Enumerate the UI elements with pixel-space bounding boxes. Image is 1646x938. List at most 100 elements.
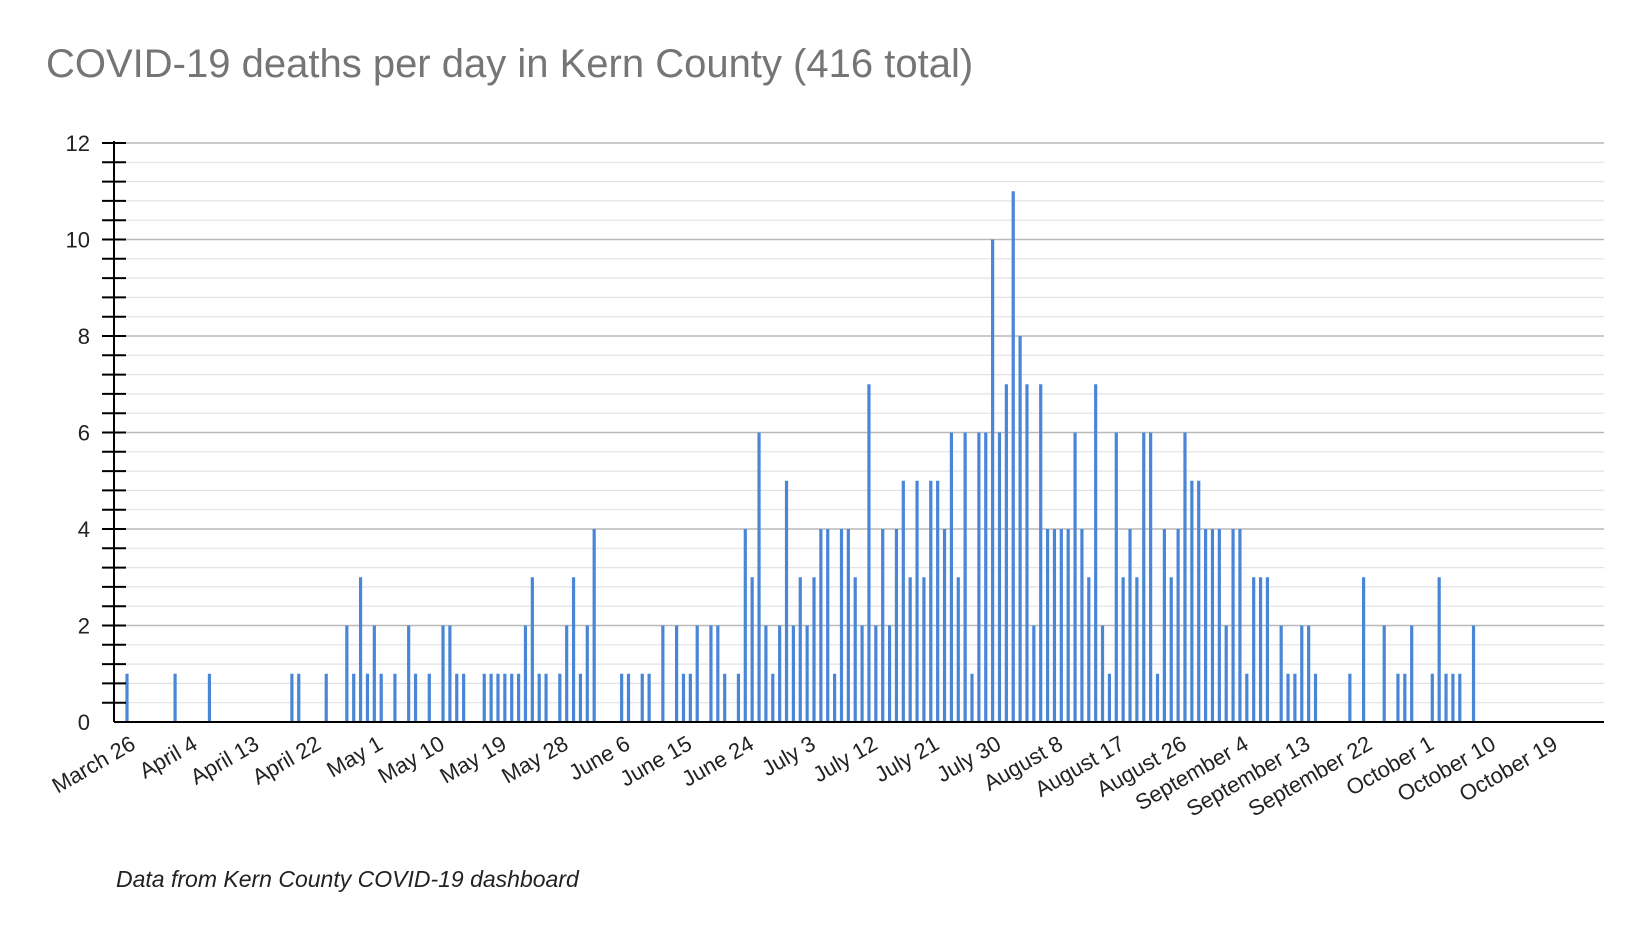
bar	[798, 577, 802, 722]
axes	[102, 141, 1604, 723]
bar	[1300, 625, 1304, 722]
y-tick-label: 0	[78, 710, 90, 735]
bar	[365, 673, 370, 722]
bar	[620, 673, 624, 722]
bar	[929, 480, 933, 722]
bar	[1203, 529, 1208, 722]
bar	[1107, 673, 1112, 722]
bar	[413, 673, 418, 722]
bar	[681, 673, 686, 722]
bar	[1410, 625, 1414, 722]
bar	[977, 432, 981, 722]
y-tick-label: 12	[66, 131, 90, 156]
bar	[661, 625, 665, 722]
bar	[592, 529, 596, 722]
bar	[901, 480, 905, 722]
bar	[860, 625, 864, 722]
bar	[874, 625, 878, 722]
bar	[565, 625, 569, 722]
bar	[1258, 577, 1263, 722]
y-tick-labels: 0 2 4 6 8 10 12	[66, 131, 90, 735]
bar	[743, 529, 747, 722]
bar	[1004, 384, 1008, 722]
bar	[984, 432, 988, 722]
bar	[407, 625, 411, 722]
bar	[936, 480, 940, 722]
bar	[537, 673, 541, 722]
bar	[571, 577, 576, 722]
bar	[1073, 432, 1077, 722]
bar	[1052, 529, 1057, 722]
bar	[523, 625, 528, 722]
bar	[1135, 577, 1139, 722]
bar	[482, 673, 486, 722]
bar	[1169, 577, 1173, 722]
bar	[1121, 577, 1125, 722]
y-tick-label: 2	[78, 614, 90, 639]
bar	[297, 673, 301, 722]
bar	[1444, 673, 1448, 722]
bar	[839, 529, 844, 722]
bar	[1458, 673, 1462, 722]
bar	[372, 625, 376, 722]
bar	[448, 625, 452, 722]
bar	[496, 673, 500, 722]
bar	[833, 673, 837, 722]
bar	[949, 432, 953, 722]
bar	[1279, 625, 1283, 722]
bar	[846, 529, 850, 722]
bar	[1018, 336, 1022, 722]
bar	[1245, 673, 1249, 722]
bar	[819, 529, 823, 722]
bar	[922, 577, 926, 722]
x-tick-label: July 12	[809, 731, 882, 788]
bar	[709, 625, 713, 722]
bar	[908, 577, 912, 722]
bar	[942, 529, 947, 722]
bar	[853, 577, 857, 722]
bar	[345, 625, 349, 722]
grid-lines	[114, 142, 1604, 704]
bar	[1348, 673, 1352, 722]
bar	[379, 673, 383, 722]
chart-title: COVID-19 deaths per day in Kern County (…	[46, 42, 974, 86]
bar	[778, 625, 782, 722]
bar	[894, 529, 899, 722]
bar	[489, 673, 493, 722]
x-tick-label: April 13	[186, 731, 263, 790]
bar	[881, 529, 885, 722]
bar	[675, 625, 679, 722]
bar	[791, 625, 795, 722]
x-tick-label: June 24	[677, 731, 757, 792]
bar	[1238, 529, 1242, 722]
bar	[1224, 625, 1228, 722]
bar	[991, 239, 995, 722]
x-tick-label: July 21	[870, 731, 943, 788]
bar	[997, 432, 1002, 722]
bar	[1286, 673, 1290, 722]
bar	[1100, 625, 1105, 722]
bar	[1430, 673, 1434, 722]
bar	[441, 625, 445, 722]
bar	[764, 625, 768, 722]
bar	[784, 480, 789, 722]
bar	[1087, 577, 1091, 722]
bar	[757, 432, 761, 722]
y-tick-label: 10	[66, 228, 90, 253]
y-tick-label: 8	[78, 324, 90, 349]
bar	[1437, 577, 1441, 722]
bar	[695, 625, 699, 722]
bar	[826, 529, 830, 722]
bar	[812, 577, 816, 722]
bar	[1080, 529, 1084, 722]
bar	[1128, 529, 1132, 722]
bar	[1403, 673, 1407, 722]
bar	[462, 673, 466, 722]
bar	[352, 673, 356, 722]
x-tick-label: May 19	[435, 731, 510, 789]
bar	[1059, 529, 1063, 722]
bar	[640, 673, 644, 722]
bar	[324, 673, 328, 722]
